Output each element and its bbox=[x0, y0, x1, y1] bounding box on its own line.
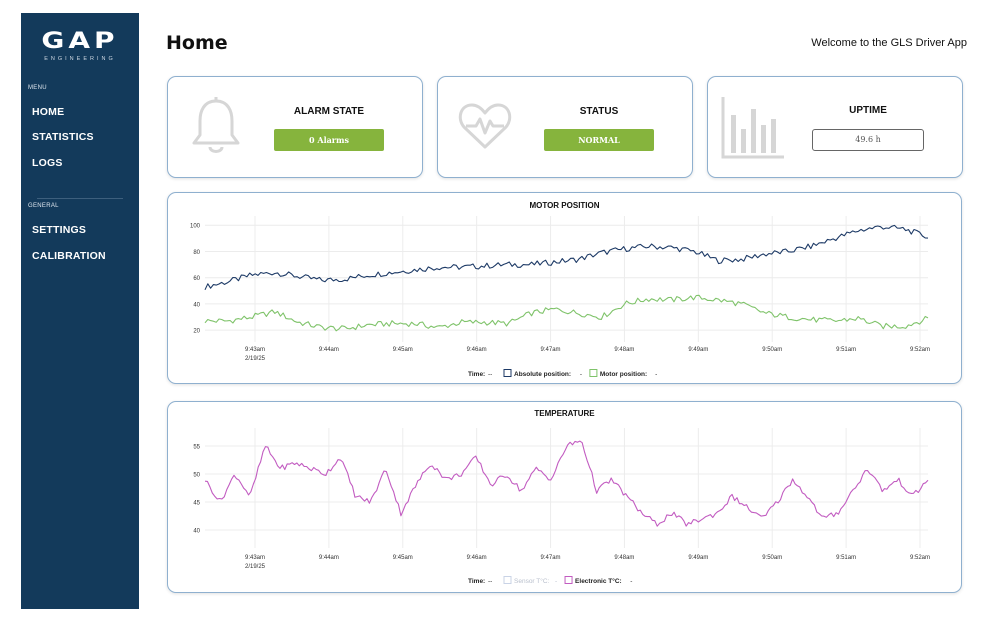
bell-icon bbox=[192, 97, 240, 153]
x-tick-label: 9:49am bbox=[688, 347, 708, 353]
x-tick-label: 9:46am bbox=[467, 347, 487, 353]
x-tick-label: 9:45am bbox=[393, 347, 413, 353]
x-tick-label: 9:51am bbox=[836, 555, 856, 561]
uptime-title: UPTIME bbox=[849, 105, 887, 116]
x-tick-label: 9:47am bbox=[541, 347, 561, 353]
welcome-message: Welcome to the GLS Driver App bbox=[811, 37, 967, 49]
alarm-state-card: ALARM STATE 0 Alarms bbox=[167, 76, 423, 178]
x-tick-label: 9:44am bbox=[319, 555, 339, 561]
series-line-2 bbox=[204, 440, 929, 527]
legend-swatch-2 bbox=[564, 576, 573, 584]
temperature-title: TEMPERATURE bbox=[534, 409, 595, 418]
sidebar-item-home[interactable]: HOME bbox=[32, 106, 65, 118]
legend-series-name-1: Absolute position: bbox=[514, 371, 571, 378]
temperature-chart: 40 45 50 55 9:43am 9:44am 9:45am 9:46am 9:47am 9:… bbox=[193, 428, 930, 585]
legend-time-value: -- bbox=[488, 578, 492, 585]
y-tick-label: 55 bbox=[193, 445, 200, 451]
x-tick-label: 9:50am bbox=[762, 555, 782, 561]
motor-position-chart-card: MOTOR POSITION 20 40 60 80 100 9:43am 9:44am 9:… bbox=[167, 192, 962, 384]
legend-swatch-1 bbox=[503, 369, 512, 377]
x-date-label: 2/19/25 bbox=[245, 356, 266, 362]
page-title: Home bbox=[166, 32, 228, 54]
gap-logo: GAP ENGINEERING bbox=[21, 27, 139, 62]
x-tick-label: 9:45am bbox=[393, 555, 413, 561]
sidebar-item-settings[interactable]: SETTINGS bbox=[32, 224, 87, 236]
status-badge: NORMAL bbox=[544, 129, 654, 151]
alarm-count-badge: 0 Alarms bbox=[274, 129, 384, 151]
legend-series-value-2: - bbox=[630, 578, 632, 585]
x-tick-label: 9:48am bbox=[614, 555, 634, 561]
logo-main-text: GAP bbox=[41, 27, 119, 54]
heartbeat-icon bbox=[458, 103, 512, 149]
x-tick-label: 9:49am bbox=[688, 555, 708, 561]
x-tick-label: 9:51am bbox=[836, 347, 856, 353]
y-tick-label: 20 bbox=[193, 329, 200, 335]
legend-series-name-1: Sensor T°C: bbox=[514, 577, 550, 585]
status-card: STATUS NORMAL bbox=[437, 76, 693, 178]
general-section-label: GENERAL bbox=[28, 203, 59, 209]
sidebar-item-logs[interactable]: LOGS bbox=[32, 157, 63, 169]
y-tick-label: 40 bbox=[193, 302, 200, 308]
uptime-value: 49.6 h bbox=[812, 129, 924, 151]
legend-series-value-1: - bbox=[580, 371, 582, 378]
legend-series-name-2: Motor position: bbox=[600, 371, 647, 378]
legend-swatch-2 bbox=[589, 369, 598, 377]
sidebar-divider bbox=[37, 198, 123, 199]
legend-time-label: Time: bbox=[468, 578, 485, 585]
x-tick-label: 9:52am bbox=[910, 555, 930, 561]
x-tick-label: 9:43am bbox=[245, 555, 265, 561]
x-tick-label: 9:44am bbox=[319, 347, 339, 353]
status-title: STATUS bbox=[579, 106, 619, 117]
uptime-card: UPTIME 49.6 h bbox=[707, 76, 963, 178]
legend-series-value-2: - bbox=[655, 371, 657, 378]
legend-time-value: -- bbox=[488, 371, 492, 378]
x-tick-label: 9:46am bbox=[467, 555, 487, 561]
bar-chart-icon bbox=[721, 97, 784, 159]
y-tick-label: 45 bbox=[193, 501, 200, 507]
legend-swatch-1 bbox=[503, 576, 512, 584]
y-tick-label: 40 bbox=[193, 529, 200, 535]
alarm-state-title: ALARM STATE bbox=[293, 106, 365, 117]
x-tick-label: 9:47am bbox=[541, 555, 561, 561]
menu-section-label: MENU bbox=[28, 85, 47, 91]
motor-position-title: MOTOR POSITION bbox=[529, 201, 600, 210]
motor-position-chart: 20 40 60 80 100 9:43am 9:44am 9:45am 9:46am 9:47a… bbox=[190, 216, 930, 378]
temperature-chart-card: TEMPERATURE 40 45 50 55 9:43am 9:44am 9:45am 9:… bbox=[167, 401, 962, 593]
x-date-label: 2/19/25 bbox=[245, 564, 266, 570]
legend-series-value-1: - bbox=[555, 578, 557, 585]
series-line-1 bbox=[204, 224, 929, 291]
legend-series-name-2: Electronic T°C: bbox=[575, 577, 622, 585]
legend-time-label: Time: bbox=[468, 371, 485, 378]
y-tick-label: 60 bbox=[193, 276, 200, 282]
sidebar-item-statistics[interactable]: STATISTICS bbox=[32, 131, 94, 143]
sidebar: GAP ENGINEERING MENU HOME STATISTICS LOG… bbox=[21, 13, 139, 609]
series-line-2 bbox=[204, 294, 929, 332]
y-tick-label: 50 bbox=[193, 473, 200, 479]
x-tick-label: 9:50am bbox=[762, 347, 782, 353]
x-tick-label: 9:48am bbox=[614, 347, 634, 353]
y-tick-label: 100 bbox=[190, 224, 201, 230]
y-tick-label: 80 bbox=[193, 250, 200, 256]
sidebar-item-calibration[interactable]: CALIBRATION bbox=[32, 250, 106, 262]
x-tick-label: 9:52am bbox=[910, 347, 930, 353]
logo-sub-text: ENGINEERING bbox=[44, 56, 116, 62]
x-tick-label: 9:43am bbox=[245, 347, 265, 353]
